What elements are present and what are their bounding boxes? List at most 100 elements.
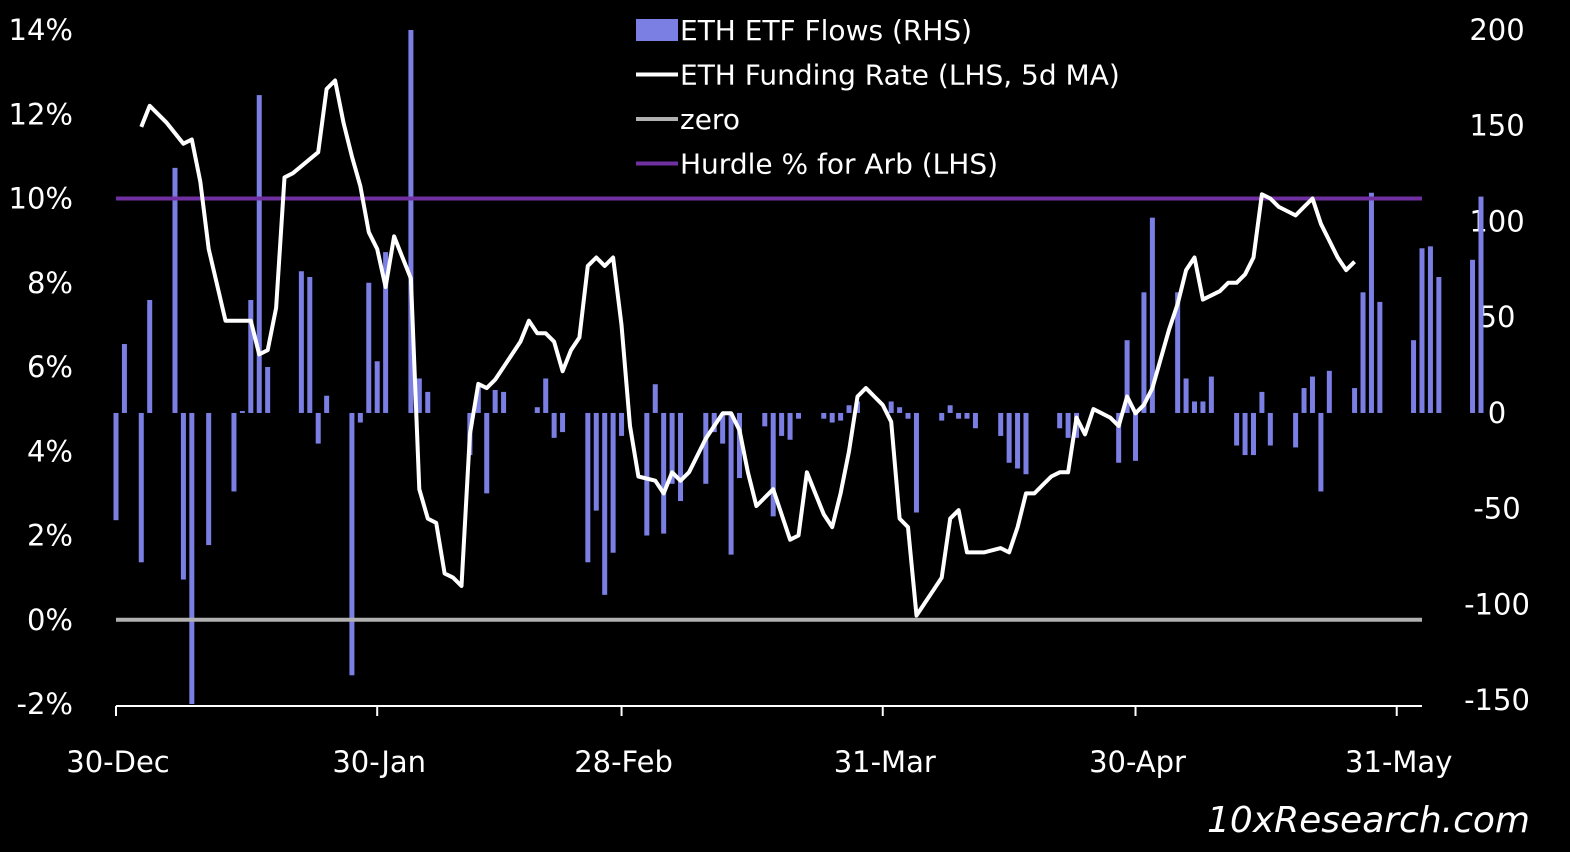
flow-bar: [357, 412, 363, 423]
flow-bar: [534, 407, 540, 413]
flow-bar: [484, 412, 490, 494]
flow-bar: [1192, 401, 1198, 413]
flow-bar: [492, 389, 498, 413]
flow-bar: [121, 344, 127, 413]
flow-bar: [1309, 376, 1315, 413]
flow-bar: [475, 386, 481, 413]
flow-bar: [1175, 292, 1181, 413]
flow-bar: [720, 412, 726, 444]
legend-label: ETH Funding Rate (LHS, 5d MA): [680, 59, 1120, 92]
flow-bar: [248, 299, 254, 413]
flow-bar: [172, 167, 178, 413]
flow-bar: [905, 412, 911, 419]
legend-swatch: [636, 19, 678, 41]
flow-bar: [1057, 412, 1063, 429]
flow-bar: [1141, 292, 1147, 413]
flow-bar: [256, 95, 262, 413]
flow-bar: [1478, 196, 1484, 413]
left-tick-label: -2%: [17, 687, 73, 721]
legend: ETH ETF Flows (RHS) ETH Funding Rate (LHS…: [636, 14, 1120, 181]
flow-bar: [1242, 412, 1248, 456]
flow-bar: [829, 412, 835, 423]
flow-bar: [147, 299, 153, 413]
x-tick-label: 28-Feb: [574, 745, 673, 779]
flow-bar: [501, 391, 507, 413]
flow-bar: [1149, 217, 1155, 413]
flow-bar: [821, 412, 827, 419]
flow-bar: [1411, 340, 1417, 413]
flow-bar: [543, 378, 549, 413]
flow-bar: [1124, 340, 1130, 413]
flow-bar: [551, 412, 557, 438]
right-tick-label: 0: [1488, 396, 1506, 430]
flow-bar: [560, 412, 566, 433]
flow-bar: [416, 378, 422, 413]
flow-bar: [888, 401, 894, 413]
legend-label: zero: [680, 103, 740, 136]
flow-bar: [231, 412, 237, 492]
flow-bar: [838, 412, 844, 421]
flow-bar: [315, 412, 321, 444]
flow-bar: [1023, 412, 1029, 475]
right-tick-label: -100: [1464, 587, 1530, 621]
source-watermark: 10xResearch.com: [1207, 800, 1530, 841]
left-tick-label: 14%: [9, 13, 73, 47]
flow-bar: [1377, 301, 1383, 413]
flow-bar: [1436, 277, 1442, 413]
flow-bar: [1267, 412, 1273, 446]
flow-bar: [652, 384, 658, 413]
flow-bar: [787, 412, 793, 440]
flow-bar: [1301, 388, 1307, 413]
flow-bar: [366, 282, 372, 413]
flow-bar: [728, 412, 734, 555]
flow-bar: [947, 405, 953, 413]
flow-bar: [1360, 292, 1366, 413]
flow-bar: [206, 412, 212, 546]
flow-bar: [678, 412, 684, 502]
x-tick-label: 30-Apr: [1089, 745, 1186, 779]
flow-bar: [939, 412, 945, 421]
legend-label: ETH ETF Flows (RHS): [680, 14, 972, 47]
flow-bar: [180, 412, 186, 580]
left-tick-label: 4%: [27, 434, 73, 468]
left-tick-label: 6%: [27, 350, 73, 384]
x-tick-label: 31-Mar: [834, 745, 936, 779]
flow-bar: [779, 412, 785, 436]
flow-bar: [762, 412, 768, 427]
flow-bar: [1234, 412, 1240, 446]
flow-bar: [846, 405, 852, 413]
flow-bar: [1208, 376, 1214, 413]
left-tick-label: 8%: [27, 266, 73, 300]
right-tick-label: -150: [1464, 683, 1530, 717]
x-tick-label: 30-Dec: [66, 745, 169, 779]
flow-bar: [770, 412, 776, 517]
flow-bar: [1006, 412, 1012, 463]
flow-bar: [1326, 370, 1332, 413]
flow-bar: [610, 412, 616, 553]
x-tick-label: 31-May: [1345, 745, 1452, 779]
flow-bar: [1116, 412, 1122, 463]
flow-bar: [1318, 412, 1324, 492]
flow-bar: [1250, 412, 1256, 456]
flow-bar: [349, 412, 355, 676]
flow-bar: [585, 412, 591, 563]
left-tick-label: 2%: [27, 519, 73, 553]
flow-bar: [661, 412, 667, 534]
flow-bar: [956, 412, 962, 419]
flow-bar: [307, 277, 313, 413]
flow-bar: [602, 412, 608, 595]
flow-bar: [138, 412, 144, 563]
legend-label: Hurdle % for Arb (LHS): [680, 148, 998, 181]
left-tick-label: 0%: [27, 603, 73, 637]
flow-bar: [644, 412, 650, 536]
flow-bar: [1065, 412, 1071, 438]
left-axis-ticks: 14% 12% 10% 8% 6% 4% 2% 0% -2%: [9, 13, 73, 721]
flow-bar: [1133, 412, 1139, 461]
flow-bar: [795, 412, 801, 419]
right-axis-ticks: 200 150 100 50 0 -50 -100 -150: [1464, 13, 1530, 717]
flow-bar: [737, 412, 743, 479]
flow-bar: [374, 361, 380, 413]
flow-bar: [619, 412, 625, 436]
flow-bar: [239, 411, 245, 413]
